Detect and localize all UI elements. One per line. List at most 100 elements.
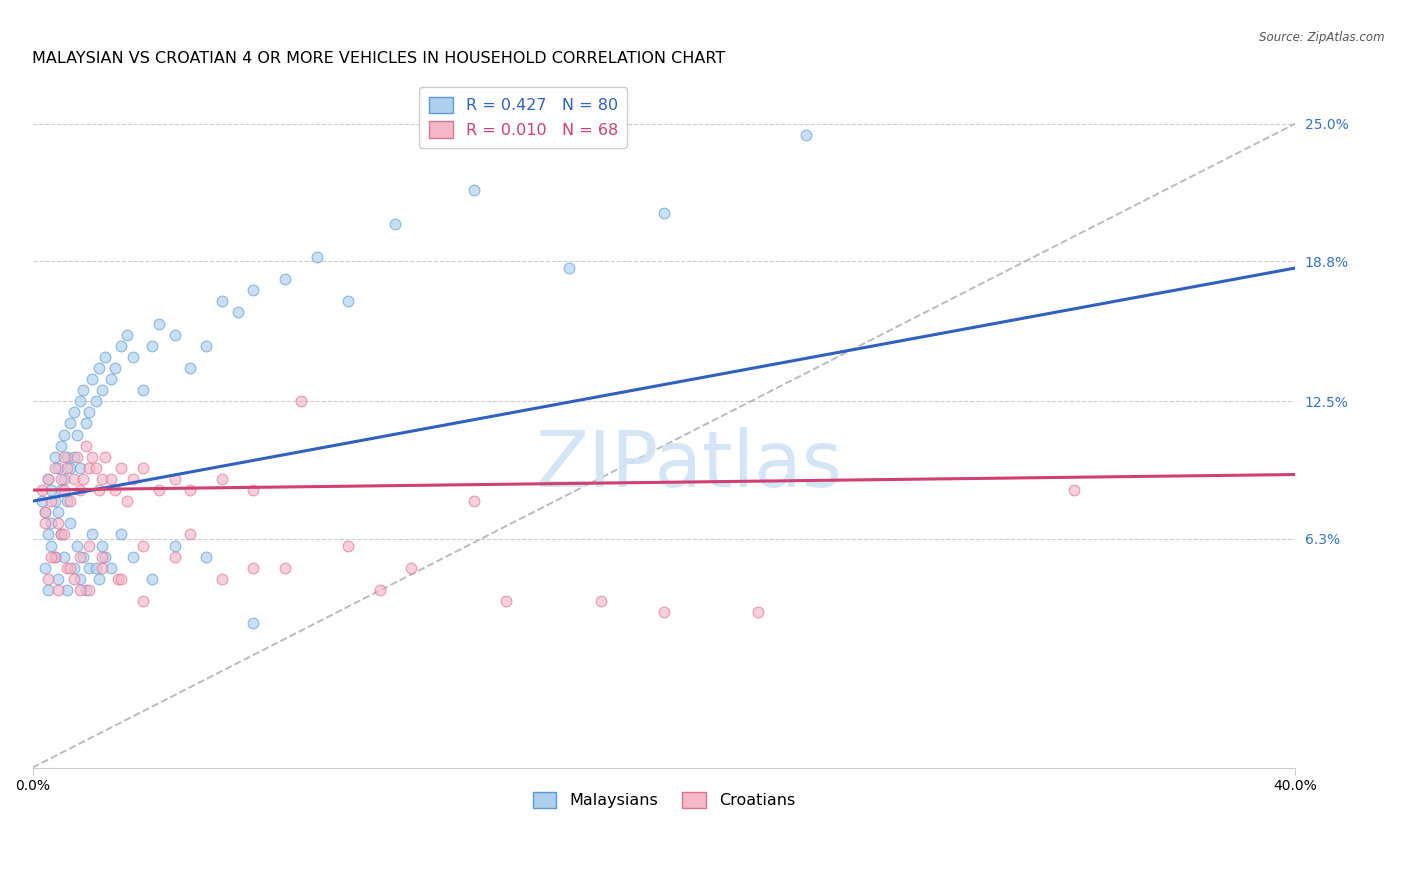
Point (69, 572, 91, 586)
Point (56, 494, 79, 508)
Point (91, 472, 114, 486)
Point (94, 350, 117, 364)
Point (179, 483, 201, 497)
Point (41, 539, 63, 553)
Point (62, 472, 84, 486)
Point (91, 383, 114, 397)
Point (46, 461, 69, 475)
Point (132, 539, 155, 553)
Point (163, 327, 186, 342)
Point (41, 549, 63, 564)
Point (91, 539, 114, 553)
Point (163, 549, 186, 564)
Point (49, 527, 72, 541)
Point (69, 394, 91, 409)
Point (179, 527, 201, 541)
Point (49, 439, 72, 453)
Point (558, 261, 581, 276)
Point (62, 405, 84, 419)
Point (79, 405, 101, 419)
Point (495, 594, 517, 608)
Point (53, 483, 76, 497)
Point (384, 217, 406, 231)
Point (72, 549, 94, 564)
Point (62, 561, 84, 575)
Point (115, 327, 138, 342)
Point (41, 516, 63, 531)
Point (337, 539, 360, 553)
Point (56, 561, 79, 575)
Point (44, 494, 66, 508)
Point (31, 483, 53, 497)
Point (84, 461, 107, 475)
Point (103, 483, 125, 497)
Point (110, 527, 132, 541)
Point (195, 339, 218, 353)
Point (100, 561, 122, 575)
Point (589, 594, 612, 608)
Text: MALAYSIAN VS CROATIAN 4 OR MORE VEHICLES IN HOUSEHOLD CORRELATION CHART: MALAYSIAN VS CROATIAN 4 OR MORE VEHICLES… (32, 51, 725, 66)
Point (49, 527, 72, 541)
Point (75, 417, 97, 431)
Point (69, 461, 91, 475)
Point (75, 439, 97, 453)
Point (59, 417, 82, 431)
Point (46, 572, 69, 586)
Point (72, 383, 94, 397)
Point (122, 549, 145, 564)
Point (107, 572, 129, 586)
Point (122, 472, 145, 486)
Point (56, 450, 79, 464)
Point (69, 483, 91, 497)
Point (163, 539, 186, 553)
Point (82, 372, 104, 386)
Point (747, 605, 769, 619)
Point (132, 383, 155, 397)
Point (53, 450, 76, 464)
Point (463, 183, 485, 197)
Point (242, 616, 264, 631)
Point (463, 494, 485, 508)
Point (53, 472, 76, 486)
Point (132, 461, 155, 475)
Point (122, 350, 145, 364)
Point (53, 527, 76, 541)
Point (141, 572, 163, 586)
Point (56, 582, 79, 597)
Point (49, 483, 72, 497)
Point (94, 549, 117, 564)
Point (59, 561, 82, 575)
Point (59, 461, 82, 475)
Point (211, 572, 233, 586)
Point (46, 516, 69, 531)
Point (44, 549, 66, 564)
Point (274, 272, 297, 286)
Point (110, 339, 132, 353)
Point (37, 472, 59, 486)
Point (41, 483, 63, 497)
Point (84, 561, 107, 575)
Point (37, 527, 59, 541)
Point (163, 472, 186, 486)
Text: ZIPatlas: ZIPatlas (536, 426, 842, 503)
Point (79, 561, 101, 575)
Point (141, 339, 163, 353)
Point (1063, 483, 1085, 497)
Point (69, 582, 91, 597)
Point (46, 505, 69, 519)
Point (59, 494, 82, 508)
Point (84, 394, 107, 409)
Point (242, 283, 264, 297)
Legend: Malaysians, Croatians: Malaysians, Croatians (526, 785, 801, 814)
Point (87, 483, 110, 497)
Point (34, 561, 56, 575)
Point (53, 427, 76, 442)
Point (242, 561, 264, 575)
Point (211, 294, 233, 309)
Point (72, 472, 94, 486)
Point (368, 582, 391, 597)
Point (59, 516, 82, 531)
Point (87, 361, 110, 376)
Point (242, 483, 264, 497)
Point (41, 494, 63, 508)
